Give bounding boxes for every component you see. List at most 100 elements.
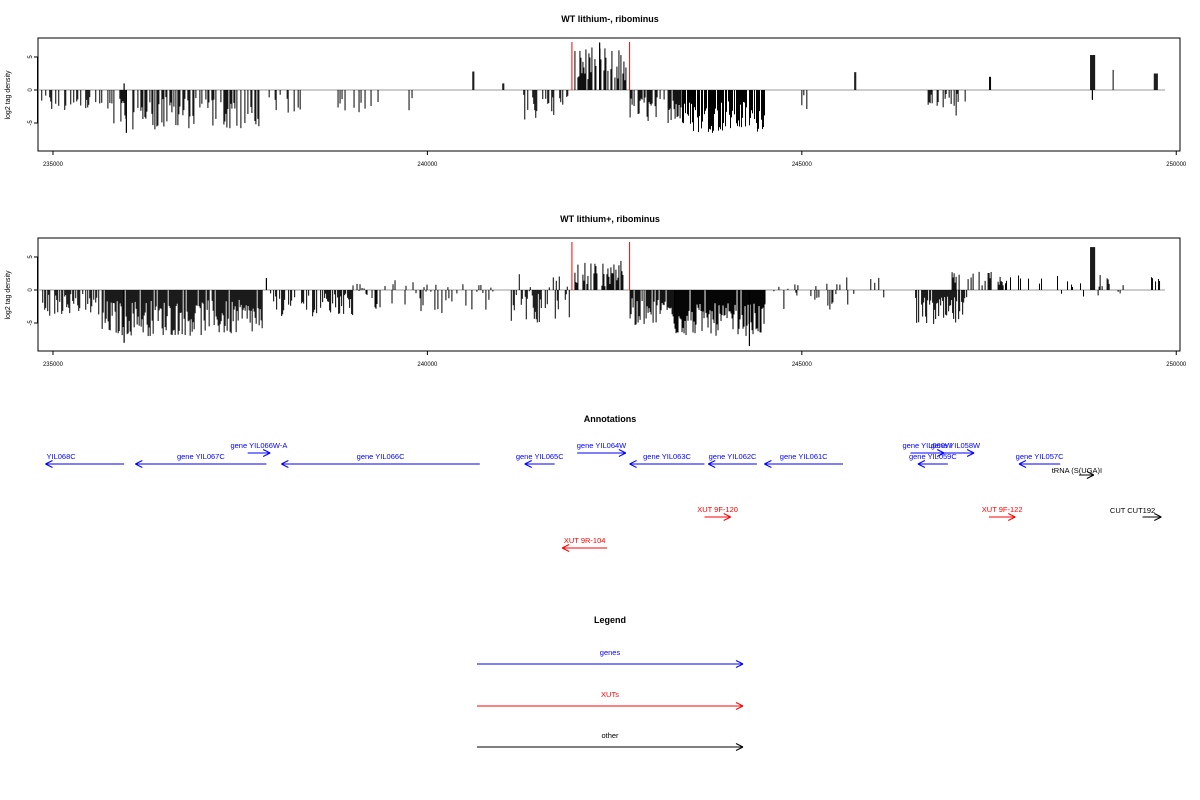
y-tick-label: 5 (28, 55, 34, 59)
legend-arrow (477, 743, 744, 751)
arrow-head-lower (735, 705, 744, 710)
arrow-head-lower (561, 547, 570, 552)
feature-label: gene YIL063C (643, 452, 691, 461)
feature-arrow (629, 460, 705, 468)
annotations-panel: Annotations YIL068C gene YIL067C gene YIL0… (45, 414, 1162, 552)
arrow-head-lower (45, 463, 53, 468)
feature-arrow (1018, 460, 1061, 468)
legend-label: genes (600, 648, 621, 657)
panel2-title: WT lithium+, ribominus (560, 214, 660, 224)
arrow-head-lower (524, 463, 532, 468)
feature-arrow (1078, 471, 1095, 479)
annotations-title: Annotations (584, 414, 637, 424)
feature-arrow (936, 449, 975, 457)
feature-arrow (524, 460, 555, 468)
legend-arrow (477, 660, 744, 668)
arrow-head-lower (629, 463, 637, 468)
feature-label: gene YIL066W-A (230, 441, 287, 450)
feature-arrow (1142, 513, 1162, 521)
arrow-head-upper (45, 460, 53, 465)
feature-arrow (707, 460, 757, 468)
arrow-head-lower (735, 663, 744, 668)
arrow-head-upper (281, 460, 289, 465)
arrow-head-lower (1154, 516, 1162, 521)
arrow-head-lower (723, 516, 731, 521)
arrow-head-lower (262, 452, 271, 457)
feature-arrow (281, 460, 480, 468)
arrow-head-upper (735, 660, 744, 665)
arrow-head-upper (1008, 513, 1016, 518)
x-tick-label: 240000 (417, 162, 438, 168)
arrow-head-upper (1018, 460, 1027, 465)
panel1-ylabel: log2 tag density (5, 70, 12, 120)
x-tick-label: 240000 (417, 362, 438, 368)
feature-arrow (561, 544, 608, 552)
feature-label: gene YIL066C (357, 452, 405, 461)
feature-label: XUT 9R-104 (564, 536, 606, 545)
arrow-head-upper (1154, 513, 1162, 518)
panel2-bars (38, 242, 1166, 347)
arrow-head-upper (262, 449, 271, 454)
arrow-head-upper (936, 449, 945, 454)
arrow-head-upper (723, 513, 731, 518)
feature-arrow (247, 449, 271, 457)
arrow-head-lower (966, 452, 975, 457)
x-tick-label: 250000 (1166, 162, 1187, 168)
y-tick-label: -5 (28, 320, 34, 326)
panel1-axes: -5 0 5 235000 240000 245000 250000 (28, 55, 1187, 168)
feature-arrow (135, 460, 267, 468)
feature-label: gene YIL060W (903, 441, 953, 450)
feature-arrow (989, 513, 1016, 521)
feature-label: CUT CUT192 (1110, 506, 1155, 515)
arrow-head-lower (1018, 463, 1027, 468)
feature-label: gene YIL065C (516, 452, 564, 461)
arrow-head-lower (735, 746, 744, 751)
arrow-head-upper (561, 544, 570, 549)
arrow-head-lower (1086, 474, 1095, 479)
panel2-axes: -5 0 5 235000 240000 245000 250000 (28, 255, 1187, 368)
feature-label: XUT 9F-122 (982, 505, 1023, 514)
annotation-features: YIL068C gene YIL067C gene YIL066W-A gene YI… (45, 441, 1162, 552)
arrow-head-lower (135, 463, 143, 468)
arrow-head-upper (707, 460, 716, 465)
panel-lithium-plus: WT lithium+, ribominus log2 tag density … (5, 214, 1187, 368)
feature-label: gene YIL059C (909, 452, 957, 461)
arrow-head-upper (524, 460, 532, 465)
arrow-head-upper (735, 743, 744, 748)
arrow-head-upper (1086, 471, 1095, 476)
legend-label: other (601, 731, 619, 740)
x-tick-label: 250000 (1166, 362, 1187, 368)
panel2-ylabel: log2 tag density (5, 270, 12, 320)
arrow-head-lower (281, 463, 289, 468)
panel1-bars (38, 42, 1166, 133)
y-tick-label: 5 (28, 255, 34, 259)
arrow-head-upper (618, 449, 627, 454)
x-tick-label: 235000 (43, 162, 64, 168)
legend-label: XUTs (601, 690, 619, 699)
arrow-head-upper (629, 460, 637, 465)
arrow-head-upper (917, 460, 926, 465)
arrow-head-lower (936, 452, 945, 457)
panel-lithium-minus: WT lithium-, ribominus log2 tag density … (5, 14, 1187, 168)
feature-arrow (764, 460, 844, 468)
feature-arrow (917, 460, 948, 468)
arrow-head-lower (764, 463, 772, 468)
feature-arrow (577, 449, 627, 457)
feature-label: gene YIL067C (177, 452, 225, 461)
feature-label: gene YIL057C (1016, 452, 1064, 461)
x-tick-label: 245000 (792, 362, 813, 368)
arrow-head-upper (966, 449, 975, 454)
feature-arrow (704, 513, 731, 521)
y-tick-label: 0 (28, 88, 34, 92)
x-tick-label: 245000 (792, 162, 813, 168)
y-tick-label: -5 (28, 120, 34, 126)
arrow-head-lower (618, 452, 627, 457)
x-tick-label: 235000 (43, 362, 64, 368)
legend-items: genes XUTs other (477, 648, 744, 751)
legend-arrow (477, 702, 744, 710)
y-tick-label: 0 (28, 288, 34, 292)
feature-label: gene YIL058W (931, 441, 981, 450)
feature-label: gene YIL061C (780, 452, 828, 461)
arrow-head-upper (764, 460, 772, 465)
